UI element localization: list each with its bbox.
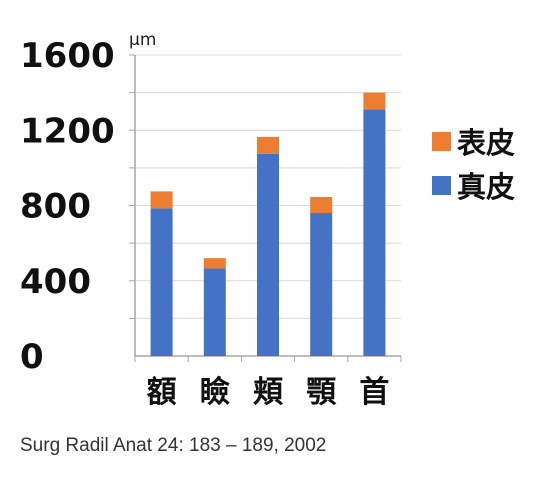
bar-epidermis-1	[203, 258, 226, 269]
y-tick-label: 1200	[20, 111, 115, 151]
y-tick-label: 0	[20, 337, 44, 377]
legend-label: 真皮	[457, 170, 515, 204]
x-tick-label: 頬	[253, 375, 284, 410]
bar-dermis-4	[363, 109, 386, 357]
bar-dermis-1	[203, 268, 226, 356]
citation: Surg Radil Anat 24: 183 – 189, 2002	[20, 435, 326, 456]
bar-dermis-2	[257, 153, 279, 356]
legend-label: 表皮	[457, 126, 515, 160]
bar-dermis-3	[310, 213, 333, 356]
y-tick-label: 400	[20, 262, 91, 302]
bar-epidermis-0	[150, 191, 173, 209]
y-tick-label: 1600	[20, 36, 115, 76]
y-tick-label: 800	[20, 187, 91, 227]
bar-epidermis-2	[257, 136, 279, 154]
x-tick-label: 額	[147, 375, 177, 410]
x-tick-labels: 額瞼頬顎首	[147, 375, 390, 410]
x-tick-label: 瞼	[200, 375, 230, 410]
bar-dermis-0	[150, 208, 173, 356]
x-tick-label: 首	[359, 375, 389, 410]
y-axis-unit: μm	[129, 30, 156, 50]
bar-epidermis-3	[310, 197, 333, 214]
legend-swatch	[432, 176, 451, 195]
legend-swatch	[432, 132, 451, 151]
y-tick-labels: 0 400 800 1200 1600	[20, 36, 115, 377]
x-tick-marks	[134, 356, 402, 362]
bars	[150, 92, 386, 357]
x-tick-label: 顎	[306, 375, 337, 410]
bar-epidermis-4	[363, 92, 386, 110]
